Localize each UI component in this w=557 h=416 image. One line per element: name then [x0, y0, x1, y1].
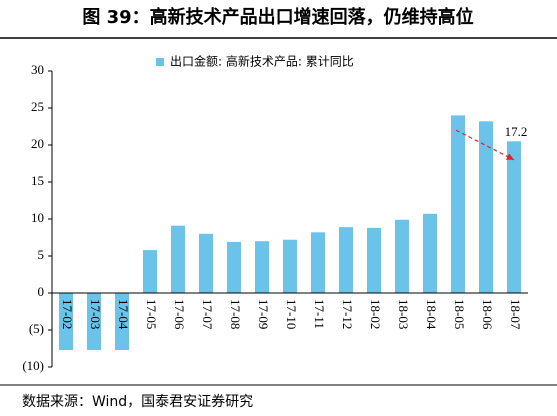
annotation-arrow [455, 129, 515, 161]
y-tick-label: 5 [38, 247, 45, 262]
y-tick-label: 20 [31, 136, 44, 151]
bar [171, 225, 185, 293]
x-tick-label: 17-12 [340, 299, 355, 329]
x-tick-label: 18-02 [368, 299, 383, 329]
x-tick-label: 17-03 [88, 299, 103, 329]
x-tick-label: 18-05 [452, 299, 467, 329]
bar [339, 227, 353, 293]
y-tick-label: 15 [31, 173, 44, 188]
x-tick-label: 17-07 [200, 299, 215, 330]
x-tick-label: 17-02 [60, 299, 75, 329]
y-tick-label: 30 [31, 62, 44, 77]
bar [115, 293, 129, 350]
legend-swatch [156, 58, 164, 66]
bar [143, 250, 157, 293]
bar [59, 293, 73, 350]
chart-title: 图 39：高新技术产品出口增速回落，仍维持高位 [82, 6, 473, 28]
x-tick-label: 17-08 [228, 299, 243, 329]
x-tick-label: 17-11 [312, 299, 327, 329]
source: 数据来源：Wind，国泰君安证券研究 [22, 394, 253, 410]
y-tick-label: (10) [22, 358, 44, 373]
x-tick-label: 17-06 [172, 299, 187, 330]
x-tick-label: 18-03 [396, 299, 411, 329]
x-tick-label: 17-09 [256, 299, 271, 329]
y-tick-label: 0 [38, 284, 45, 299]
y-tick-label: 10 [31, 210, 44, 225]
bar [283, 239, 297, 293]
x-tick-label: 18-07 [508, 299, 523, 330]
annotation: 17.2 [505, 124, 528, 139]
bar [87, 293, 101, 350]
x-tick-label: 17-10 [284, 299, 299, 329]
bar [367, 227, 381, 293]
bar [423, 213, 437, 293]
y-tick-label: 25 [31, 99, 44, 114]
x-tick-label: 17-05 [144, 299, 159, 329]
bar [395, 219, 409, 293]
bar [311, 232, 325, 293]
bar [199, 233, 213, 293]
x-tick-label: 17-04 [116, 299, 131, 330]
legend-label: 出口金额: 高新技术产品: 累计同比 [170, 54, 354, 69]
y-tick-label: (5) [29, 321, 44, 336]
bar [227, 241, 241, 293]
bar [479, 121, 493, 293]
x-tick-label: 18-04 [424, 299, 439, 330]
bar [255, 241, 269, 293]
bar [451, 115, 465, 294]
x-tick-label: 18-06 [480, 299, 495, 330]
bar [507, 141, 521, 293]
